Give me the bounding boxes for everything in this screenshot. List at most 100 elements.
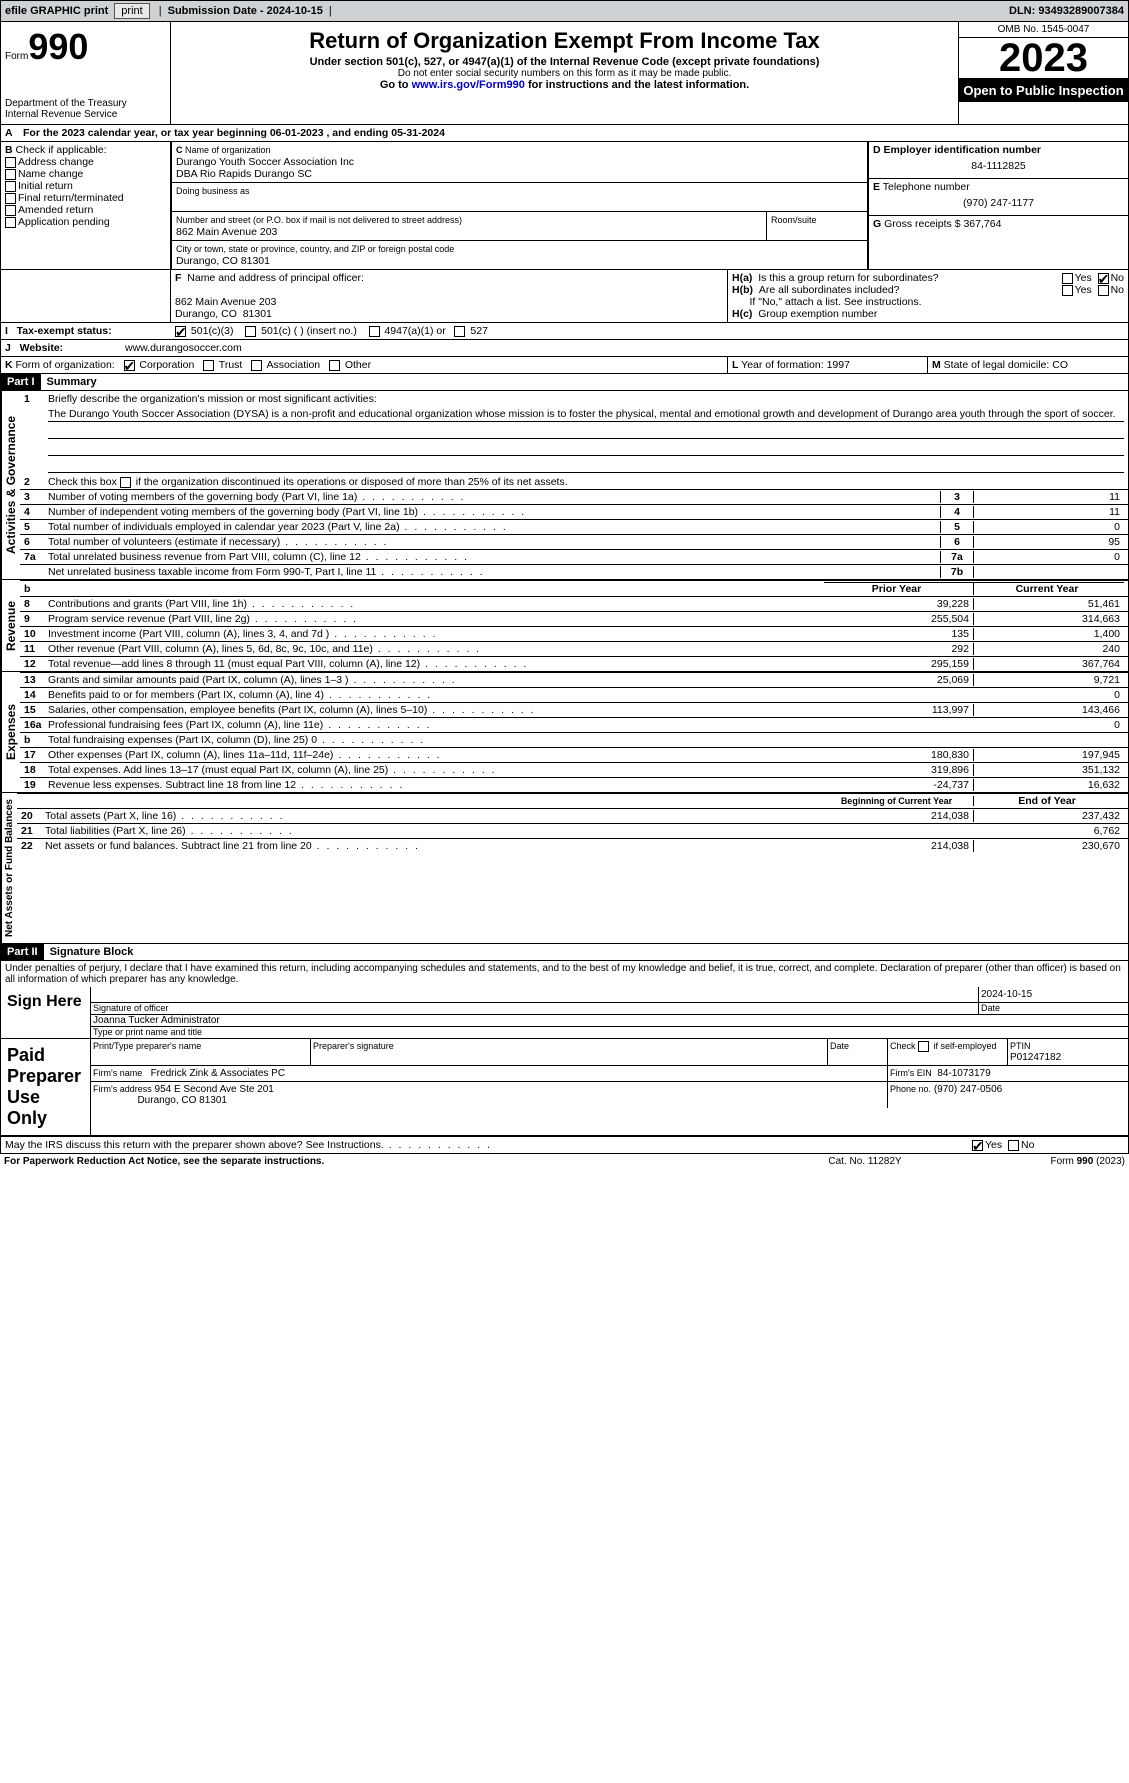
vlabel-revenue: Revenue — [1, 580, 20, 671]
discuss-no[interactable] — [1008, 1140, 1019, 1151]
efile-topbar: efile GRAPHIC print print | Submission D… — [0, 0, 1129, 22]
cb-501c[interactable] — [245, 326, 256, 337]
vlabel-expenses: Expenses — [1, 672, 20, 792]
firm-phone: (970) 247-0506 — [934, 1084, 1002, 1095]
name header: Name of organization — [185, 145, 271, 155]
cb-self-emp[interactable] — [918, 1041, 929, 1052]
street-address: 862 Main Avenue 203 — [176, 226, 277, 238]
opt-initial: Initial return — [18, 180, 73, 192]
city-label: City or town, state or province, country… — [176, 244, 454, 254]
prep-date-lbl: Date — [830, 1041, 849, 1051]
blank3 — [48, 459, 1124, 473]
print-button[interactable]: print — [114, 3, 149, 19]
opt-name: Name change — [18, 168, 83, 180]
self-emp: Check if self-employed — [890, 1041, 997, 1051]
form-footer: Form 990 (2023) — [965, 1156, 1125, 1167]
ptin-label: PTIN — [1010, 1041, 1031, 1051]
cb-final[interactable] — [5, 193, 16, 204]
officer-addr2: Durango, CO 81301 — [175, 308, 272, 320]
officer-label: Name and address of principal officer: — [187, 272, 364, 284]
phone-label: Telephone number — [883, 181, 970, 193]
tax-status-label: Tax-exempt status: — [17, 325, 112, 337]
open-to-public: Open to Public Inspection — [959, 79, 1128, 102]
mission-label: Briefly describe the organization's miss… — [48, 393, 1124, 405]
hb-yes[interactable] — [1062, 285, 1073, 296]
cb-4947[interactable] — [369, 326, 380, 337]
current-year-hdr: Current Year — [974, 582, 1124, 595]
opt-pending: Application pending — [18, 216, 110, 228]
ha-yes[interactable] — [1062, 273, 1073, 284]
cb-assoc[interactable] — [251, 360, 262, 371]
cb-discontinued[interactable] — [120, 477, 131, 488]
line2-post: if the organization discontinued its ope… — [133, 476, 568, 488]
part1-header: Part I — [1, 374, 41, 390]
hb-note: If "No," attach a list. See instructions… — [750, 296, 922, 308]
part2-header: Part II — [1, 944, 44, 960]
org-name: Durango Youth Soccer Association Inc — [176, 156, 354, 168]
period-row: A For the 2023 calendar year, or tax yea… — [0, 125, 1129, 142]
part2-title: Signature Block — [44, 944, 140, 960]
firm-ein: 84-1073179 — [937, 1068, 990, 1079]
ein-value: 84-1112825 — [873, 156, 1124, 176]
officer-addr1: 862 Main Avenue 203 — [175, 296, 276, 308]
room-suite: Room/suite — [771, 215, 817, 225]
form-header: Form990 Department of the Treasury Inter… — [0, 22, 1129, 125]
sign-date: 2024-10-15 — [978, 987, 1128, 1002]
name-title-label: Type or print name and title — [93, 1027, 202, 1037]
addr-label: Number and street (or P.O. box if mail i… — [176, 215, 462, 225]
hb-no[interactable] — [1098, 285, 1109, 296]
discuss-yes[interactable] — [972, 1140, 983, 1151]
opt-amended: Amended return — [18, 204, 93, 216]
cb-pending[interactable] — [5, 217, 16, 228]
form-org-label: Form of organization: — [16, 359, 115, 371]
dln-label: DLN: — [1009, 5, 1035, 17]
submission-date: Submission Date - 2024-10-15 — [168, 5, 323, 17]
phone-value: (970) 247-1177 — [873, 193, 1124, 213]
mission-text: The Durango Youth Soccer Association (DY… — [48, 408, 1124, 422]
goto-suffix: for instructions and the latest informat… — [525, 79, 749, 91]
cb-address-change[interactable] — [5, 157, 16, 168]
cb-trust[interactable] — [203, 360, 214, 371]
perjury-text: Under penalties of perjury, I declare th… — [0, 961, 1129, 987]
irs-link[interactable]: www.irs.gov/Form990 — [412, 79, 525, 91]
year-formation: 1997 — [827, 359, 850, 371]
firm-addr: 954 E Second Ave Ste 201 — [155, 1084, 274, 1095]
cb-amended[interactable] — [5, 205, 16, 216]
firm-ein-lbl: Firm's EIN — [890, 1068, 932, 1078]
ein-label: Employer identification number — [884, 144, 1042, 156]
pra-notice: For Paperwork Reduction Act Notice, see … — [4, 1156, 765, 1167]
gross-label: Gross receipts $ — [884, 218, 960, 230]
cb-501c3[interactable] — [175, 326, 186, 337]
goto-prefix: Go to — [380, 79, 412, 91]
tax-year: 2023 — [959, 38, 1128, 79]
cb-527[interactable] — [454, 326, 465, 337]
prep-sig-lbl: Preparer's signature — [313, 1041, 394, 1051]
cb-initial[interactable] — [5, 181, 16, 192]
form-title: Return of Organization Exempt From Incom… — [179, 28, 950, 54]
blank2 — [48, 442, 1124, 456]
dba-name: DBA Rio Rapids Durango SC — [176, 168, 312, 180]
dept-treasury: Department of the Treasury — [5, 98, 166, 109]
end-year-hdr: End of Year — [974, 795, 1124, 807]
opt-final: Final return/terminated — [18, 192, 124, 204]
cb-corp[interactable] — [124, 360, 135, 371]
firm-name: Fredrick Zink & Associates PC — [151, 1068, 285, 1079]
beg-year-hdr: Beginning of Current Year — [824, 796, 974, 806]
website-value: www.durangosoccer.com — [121, 340, 1128, 356]
paid-preparer: Paid Preparer Use Only — [1, 1039, 91, 1135]
dln-value: 93493289007384 — [1038, 5, 1124, 17]
firm-city: Durango, CO 81301 — [137, 1095, 227, 1106]
ssn-note: Do not enter social security numbers on … — [179, 68, 950, 79]
doing-business: Doing business as — [176, 186, 250, 196]
firm-phone-lbl: Phone no. — [890, 1084, 931, 1094]
cb-other[interactable] — [329, 360, 340, 371]
vlabel-netassets: Net Assets or Fund Balances — [1, 793, 17, 943]
domicile-label: State of legal domicile: — [944, 359, 1050, 371]
ha-no[interactable] — [1098, 273, 1109, 284]
domicile: CO — [1052, 359, 1068, 371]
cb-name-change[interactable] — [5, 169, 16, 180]
prior-year-hdr: Prior Year — [824, 582, 974, 595]
tax-period: For the 2023 calendar year, or tax year … — [19, 125, 1128, 141]
firm-addr-lbl: Firm's address — [93, 1084, 152, 1094]
form-word: Form — [5, 51, 28, 62]
